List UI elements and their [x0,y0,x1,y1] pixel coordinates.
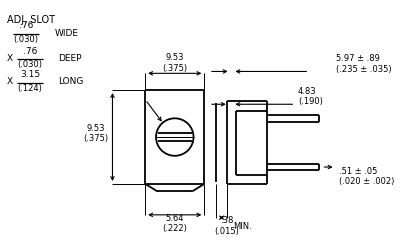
Text: (.030): (.030) [14,35,39,44]
Text: 4.83
(.190): 4.83 (.190) [298,87,323,107]
Text: 5.97 ± .89
(.235 ± .035): 5.97 ± .89 (.235 ± .035) [336,54,391,74]
Text: DEEP: DEEP [58,54,82,63]
Text: .51 ± .05
(.020 ± .002): .51 ± .05 (.020 ± .002) [339,167,395,186]
Text: LONG: LONG [58,77,84,86]
Text: (.124): (.124) [18,84,42,93]
Text: MIN.: MIN. [233,222,252,231]
Text: .38
(.015): .38 (.015) [214,216,239,236]
Text: 5.64
(.222): 5.64 (.222) [162,214,187,233]
Text: X: X [6,54,13,63]
Text: .76: .76 [23,46,37,56]
Text: X: X [6,77,13,86]
Text: WIDE: WIDE [54,29,78,38]
Text: .76: .76 [19,21,34,30]
Text: (.030): (.030) [18,60,42,69]
Text: ADJ. SLOT: ADJ. SLOT [6,15,54,25]
Text: 9.53
(.375): 9.53 (.375) [162,53,187,73]
Text: 3.15: 3.15 [20,70,40,79]
Text: 9.53
(.375): 9.53 (.375) [83,123,108,143]
